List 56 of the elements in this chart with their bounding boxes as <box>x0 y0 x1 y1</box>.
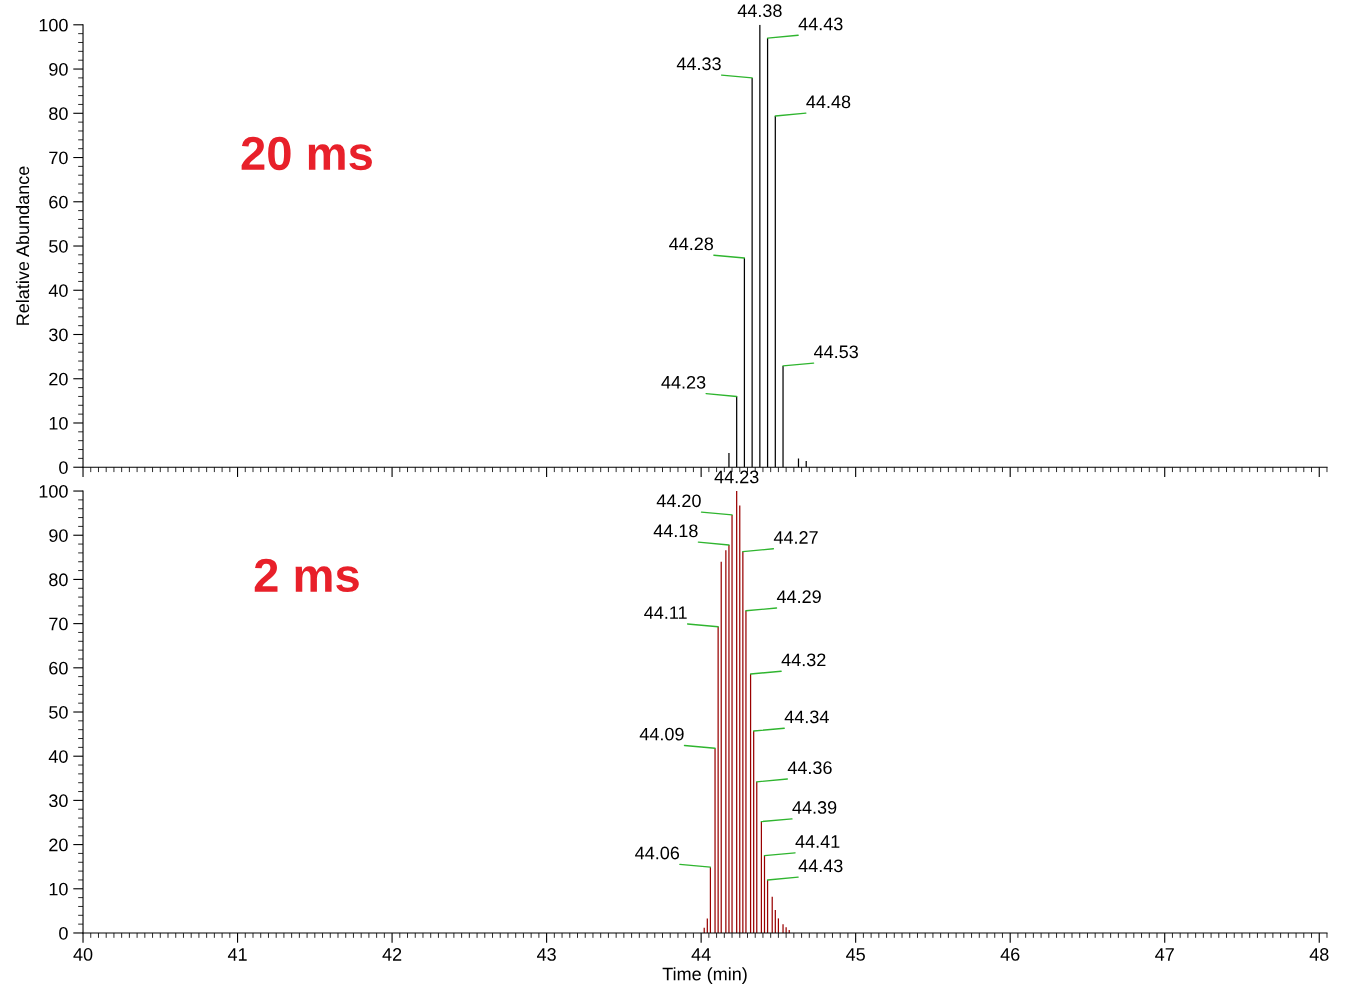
y-tick-label: 30 <box>49 794 68 808</box>
annotation: 44.41 <box>795 835 840 848</box>
y-tick-label: 0 <box>59 461 68 474</box>
annotation: 44.09 <box>639 727 684 741</box>
annotation: 44.23 <box>714 470 759 484</box>
annotation: 44.48 <box>806 95 851 109</box>
annotation: 44.53 <box>814 345 858 359</box>
x-tick-label: 41 <box>227 948 247 961</box>
y-tick-label: 10 <box>49 882 68 896</box>
annotation: 44.23 <box>661 375 706 389</box>
y-tick-label: 80 <box>49 573 68 587</box>
y-tick-label: 100 <box>39 18 68 32</box>
y-tick-label: 20 <box>49 372 68 386</box>
x-tick-label: 45 <box>846 948 865 961</box>
x-tick-label: 46 <box>1000 948 1020 961</box>
y-axis-title: Relative Abundance <box>15 166 30 325</box>
annotation: 44.33 <box>676 57 721 71</box>
x-tick-label: 42 <box>382 948 402 961</box>
annotation: 44.36 <box>787 761 832 775</box>
y-tick-label: 50 <box>49 705 68 719</box>
x-axis-title: Time (min) <box>662 967 747 984</box>
y-tick-label: 90 <box>49 62 68 76</box>
x-tick-label: 47 <box>1155 948 1174 961</box>
y-tick-label: 40 <box>48 750 68 763</box>
annotation: 44.28 <box>669 237 714 251</box>
y-tick-label: 60 <box>49 661 68 675</box>
annotation: 44.27 <box>773 531 818 544</box>
annotation: 44.11 <box>644 606 687 619</box>
y-tick-label: 70 <box>49 617 68 631</box>
y-tick-label: 30 <box>49 328 68 342</box>
annotation: 44.18 <box>653 524 698 538</box>
x-tick-label: 48 <box>1309 948 1329 961</box>
y-tick-label: 90 <box>49 529 68 542</box>
x-tick-label: 44 <box>691 948 711 961</box>
annotation: 44.20 <box>656 494 701 508</box>
y-tick-label: 0 <box>59 926 68 940</box>
annotation: 2 ms <box>254 558 359 593</box>
y-tick-label: 80 <box>49 107 68 121</box>
annotation: 44.39 <box>792 801 837 814</box>
annotation: 44.43 <box>798 17 843 31</box>
annotation: 44.29 <box>776 590 821 604</box>
annotation: 44.34 <box>784 710 829 724</box>
y-tick-label: 100 <box>39 484 68 498</box>
annotation: 44.32 <box>781 653 826 667</box>
annotation: 44.43 <box>798 859 843 873</box>
y-tick-label: 10 <box>49 416 68 430</box>
y-tick-label: 60 <box>49 195 68 209</box>
y-tick-label: 50 <box>49 239 68 253</box>
annotation: 20 ms <box>241 136 372 171</box>
y-tick-label: 70 <box>49 151 68 165</box>
annotation: 44.38 <box>737 4 782 18</box>
x-tick-label: 43 <box>536 948 556 961</box>
x-tick-label: 40 <box>73 948 93 961</box>
y-tick-label: 40 <box>48 284 68 297</box>
y-tick-label: 20 <box>49 838 68 852</box>
annotation: 44.06 <box>635 846 680 860</box>
